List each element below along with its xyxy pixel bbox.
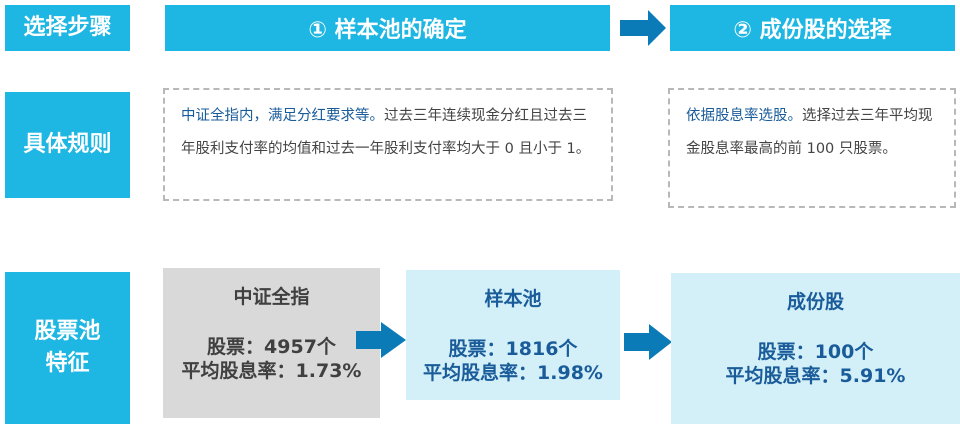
step2-rule-highlight: 依据股息率选股。: [686, 108, 802, 124]
arrow-right-icon: [620, 10, 666, 46]
pool-title: 中证全指: [233, 286, 310, 308]
step1-header: ① 样本池的确定: [165, 5, 610, 51]
pool-title: 样本池: [484, 288, 542, 310]
pool-avg-yield: 平均股息率：1.98%: [423, 362, 603, 384]
pool-all-index: 中证全指 股票：4957个 平均股息率：1.73%: [163, 268, 380, 418]
step1-rule-highlight: 中证全指内，满足分红要求等。: [181, 108, 384, 124]
row-label-rules: 具体规则: [5, 92, 130, 198]
pool-avg-yield: 平均股息率：1.73%: [181, 360, 362, 382]
step2-rule-text: 选择过去三年平均现金股息率最高的前 100 只股票。: [686, 108, 933, 157]
row-label-pool-features: 股票池特征: [5, 272, 130, 424]
pool-avg-yield: 平均股息率：5.91%: [725, 365, 906, 387]
step1-rule-text: 过去三年连续现金分红且过去三年股利支付率的均值和过去一年股利支付率均大于 0 且…: [181, 108, 591, 157]
arrow-right-icon: [356, 322, 406, 358]
pool-stock-count: 股票：1816个: [448, 338, 578, 360]
row-label-steps: 选择步骤: [5, 5, 130, 51]
pool-constituents: 成份股 股票：100个 平均股息率：5.91%: [671, 273, 960, 424]
pool-stock-count: 股票：4957个: [207, 336, 336, 358]
arrow-right-icon: [624, 324, 672, 360]
pool-sample: 样本池 股票：1816个 平均股息率：1.98%: [406, 270, 620, 400]
step1-rules-box: 中证全指内，满足分红要求等。过去三年连续现金分红且过去三年股利支付率的均值和过去…: [163, 88, 613, 201]
step2-rules-box: 依据股息率选股。选择过去三年平均现金股息率最高的前 100 只股票。: [668, 88, 956, 208]
pool-stock-count: 股票：100个: [757, 341, 874, 363]
pool-title: 成份股: [786, 291, 844, 313]
step2-header: ② 成份股的选择: [670, 5, 955, 51]
